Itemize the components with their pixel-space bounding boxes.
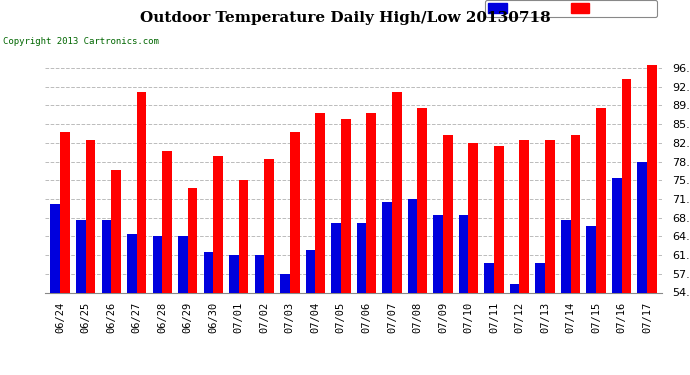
Bar xyxy=(571,135,580,292)
Bar xyxy=(152,236,162,292)
Bar xyxy=(494,146,504,292)
Bar xyxy=(392,92,402,292)
Bar xyxy=(280,274,290,292)
Bar xyxy=(561,220,571,292)
Bar xyxy=(622,79,631,292)
Bar xyxy=(520,140,529,292)
Bar xyxy=(290,132,299,292)
Bar xyxy=(331,223,341,292)
Bar xyxy=(638,162,647,292)
Bar xyxy=(264,159,274,292)
Bar xyxy=(86,140,95,292)
Bar xyxy=(366,114,376,292)
Bar xyxy=(188,188,197,292)
Bar xyxy=(204,252,213,292)
Bar xyxy=(162,151,172,292)
Bar xyxy=(60,132,70,292)
Bar xyxy=(382,202,392,292)
Text: Outdoor Temperature Daily High/Low 20130718: Outdoor Temperature Daily High/Low 20130… xyxy=(139,11,551,25)
Bar xyxy=(255,255,264,292)
Bar xyxy=(535,263,545,292)
Bar xyxy=(111,170,121,292)
Bar xyxy=(596,108,606,292)
Bar xyxy=(50,204,60,292)
Bar xyxy=(239,180,248,292)
Bar xyxy=(469,143,478,292)
Bar xyxy=(341,119,351,292)
Bar xyxy=(101,220,111,292)
Legend: Low  (°F), High  (°F): Low (°F), High (°F) xyxy=(485,0,657,16)
Bar xyxy=(417,108,427,292)
Bar xyxy=(647,65,657,292)
Bar xyxy=(443,135,453,292)
Bar xyxy=(510,285,520,292)
Bar xyxy=(137,92,146,292)
Bar xyxy=(76,220,86,292)
Bar xyxy=(484,263,494,292)
Bar xyxy=(357,223,366,292)
Bar xyxy=(315,114,325,292)
Bar xyxy=(612,178,622,292)
Bar xyxy=(459,215,469,292)
Bar xyxy=(229,255,239,292)
Bar xyxy=(127,234,137,292)
Bar xyxy=(178,236,188,292)
Bar xyxy=(586,226,596,292)
Bar xyxy=(433,215,443,292)
Bar xyxy=(306,250,315,292)
Bar xyxy=(213,156,223,292)
Bar xyxy=(408,199,417,292)
Bar xyxy=(545,140,555,292)
Text: Copyright 2013 Cartronics.com: Copyright 2013 Cartronics.com xyxy=(3,38,159,46)
